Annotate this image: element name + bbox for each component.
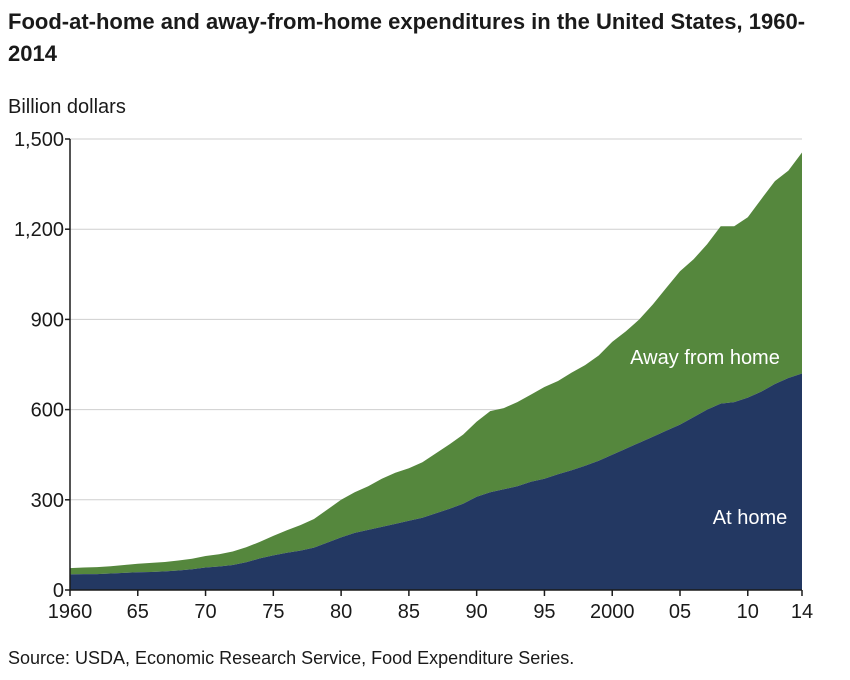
x-tick-label: 65: [127, 601, 149, 623]
y-tick-label: 0: [53, 580, 64, 602]
area-series: [70, 152, 802, 590]
x-tick-label: 1960: [48, 601, 93, 623]
tick-labels: 0 300 600 900 1,200 1,500 1960 65 70 75 80 85 90 95 20…: [14, 129, 813, 623]
away-from-home-label: Away from home: [630, 347, 780, 369]
x-tick-label: 70: [194, 601, 216, 623]
x-tick-label: 95: [533, 601, 555, 623]
y-tick-label: 600: [31, 400, 64, 422]
x-tick-label: 10: [737, 601, 759, 623]
x-tick-label: 90: [466, 601, 488, 623]
x-tick-label: 75: [262, 601, 284, 623]
x-tick-label: 85: [398, 601, 420, 623]
y-tick-label: 1,500: [14, 129, 64, 151]
axes: [65, 138, 803, 596]
chart-title: Food-at-home and away-from-home expendit…: [8, 9, 806, 66]
y-tick-label: 300: [31, 490, 64, 512]
y-tick-label: 900: [31, 309, 64, 331]
y-axis-label: Billion dollars: [8, 96, 126, 118]
source-note: Source: USDA, Economic Research Service,…: [8, 648, 575, 668]
series-area-away-from-home: [70, 152, 802, 575]
series-area-at-home: [70, 373, 802, 590]
x-tick-label: 05: [669, 601, 691, 623]
y-tick-label: 1,200: [14, 219, 64, 241]
x-tick-label: 2000: [590, 601, 635, 623]
x-tick-label: 14: [791, 601, 813, 623]
at-home-label: At home: [713, 507, 787, 529]
x-tick-label: 80: [330, 601, 352, 623]
